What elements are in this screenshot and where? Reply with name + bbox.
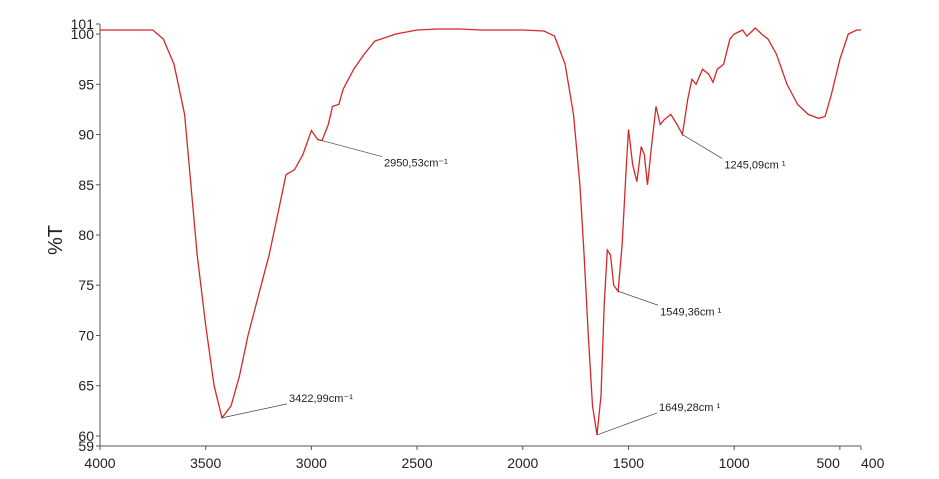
- annotation-label: 1649,28cm ¹: [659, 402, 720, 414]
- annotation-label: 1549,36cm ¹: [660, 306, 721, 318]
- annotation-label: 2950,53cm⁻¹: [384, 158, 448, 170]
- y-tick-label: 90: [78, 127, 94, 143]
- y-tick-label: 75: [78, 277, 94, 293]
- y-tick-label: 101: [71, 16, 95, 32]
- x-tick-label: 1500: [613, 455, 644, 471]
- annotation-leader: [596, 412, 658, 436]
- x-tick-label: 500: [817, 455, 841, 471]
- y-tick-label: 70: [78, 327, 94, 343]
- x-tick-label: 2500: [402, 455, 433, 471]
- annotation-leader: [617, 290, 659, 306]
- y-tick-label: 80: [78, 227, 94, 243]
- spectrum-line: [100, 27, 861, 435]
- annotation-label: 3422,99cm⁻¹: [289, 393, 353, 405]
- y-tick-label: 100: [71, 26, 95, 42]
- x-tick-label: 2000: [507, 455, 538, 471]
- x-tick-label: 4000: [84, 455, 115, 471]
- y-tick-label: 65: [78, 378, 94, 394]
- x-tick-label: 3000: [296, 455, 327, 471]
- y-tick-label: 60: [78, 428, 94, 444]
- x-tick-label: 3500: [190, 455, 221, 471]
- annotation-leader: [221, 403, 288, 419]
- annotation-leader: [682, 134, 723, 159]
- x-tick-label: 1000: [719, 455, 750, 471]
- y-tick-label: 85: [78, 177, 94, 193]
- y-tick-label: 95: [78, 76, 94, 92]
- annotation-label: 1245,09cm ¹: [724, 160, 785, 172]
- annotation-leader: [321, 140, 383, 157]
- y-axis-label: %T: [45, 225, 67, 255]
- x-tick-label: 400: [861, 455, 885, 471]
- y-tick-label: 59: [78, 438, 94, 454]
